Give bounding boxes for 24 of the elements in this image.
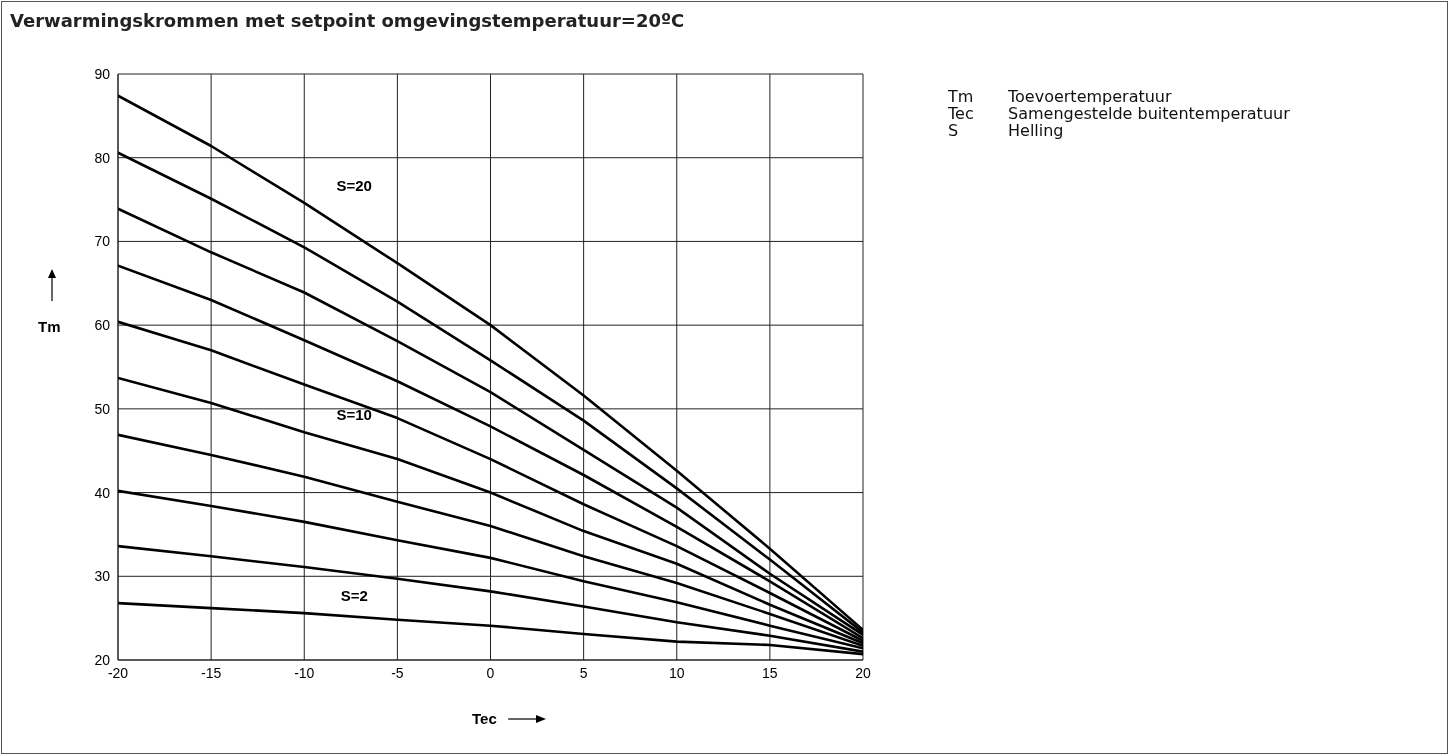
y-tick-label: 50 [94,400,111,417]
text: Tm Toevoertemperatuur [948,87,1172,106]
y-tick-label: 60 [94,317,111,334]
y-tick-label: 90 [94,65,111,82]
x-tick-label: -15 [201,664,222,681]
chart-title: Verwarmingskrommen met setpoint omgevingstemperatuur=20ºC [10,10,685,31]
x-tick-label: -10 [294,664,315,681]
x-tick-label: 0 [486,664,495,681]
x-tick-label: -5 [391,664,404,681]
x-axis-title: Tec [472,710,497,727]
y-tick-label: 30 [94,568,111,585]
series-label: S=2 [340,587,368,605]
y-tick-label: 70 [94,233,111,250]
text: Tec Samengestelde buitentemperatuur [948,104,1290,123]
x-tick-label: 10 [668,664,685,681]
series-label: S=20 [336,176,372,194]
y-axis-title: Tm [38,318,61,335]
y-tick-label: 40 [94,484,111,501]
x-tick-label: 5 [579,664,588,681]
x-tick-label: 20 [855,664,871,681]
x-tick-label: 15 [762,664,778,681]
text: S Helling [948,121,1064,140]
series-label: S=10 [336,406,372,424]
y-tick-label: 80 [94,149,111,166]
